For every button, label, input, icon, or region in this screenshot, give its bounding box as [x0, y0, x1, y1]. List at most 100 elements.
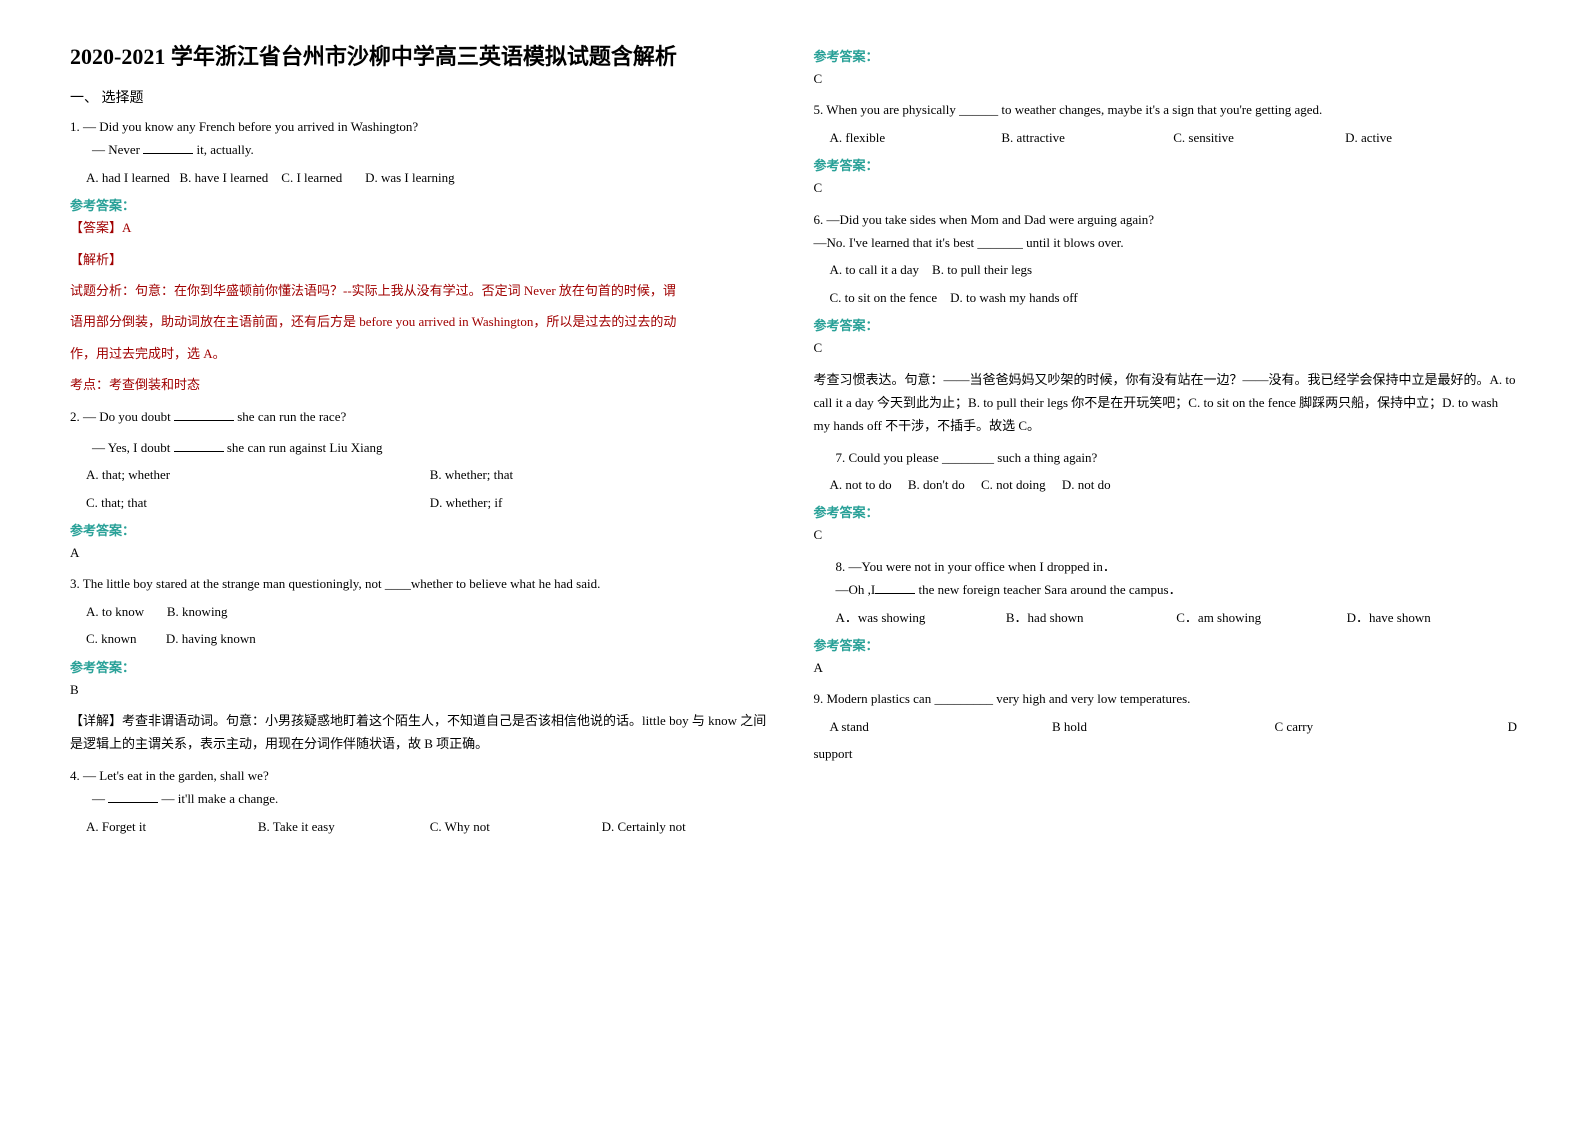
- q2-stem2b: she can run against Liu Xiang: [224, 440, 383, 455]
- question-4: 4. — Let's eat in the garden, shall we? …: [70, 764, 774, 811]
- q2-opt-b: B. whether; that: [430, 463, 774, 486]
- q8-stem-line2b: the new foreign teacher Sara around the …: [915, 582, 1181, 597]
- q6-answer: C: [814, 336, 1518, 359]
- q4-stem-line1: 4. — Let's eat in the garden, shall we?: [70, 764, 774, 787]
- q8-opt-a: A．was showing: [836, 606, 1006, 629]
- q6-stem-line2: —No. I've learned that it's best _______…: [814, 231, 1518, 254]
- q6-options-row1: A. to call it a day B. to pull their leg…: [830, 258, 1518, 281]
- question-9: 9. Modern plastics can _________ very hi…: [814, 687, 1518, 710]
- q1-jiexi-line3: 作，用过去完成时，选 A。: [70, 342, 774, 365]
- q4-opt-a: A. Forget it: [86, 815, 258, 838]
- page: 2020-2021 学年浙江省台州市沙柳中学高三英语模拟试题含解析 一、 选择题…: [0, 0, 1587, 1122]
- blank: [143, 142, 193, 155]
- q8-stem-line1: 8. —You were not in your office when I d…: [836, 555, 1518, 578]
- blank: [174, 439, 224, 452]
- answer-label: 参考答案：: [814, 635, 1518, 654]
- q7-options: A. not to do B. don't do C. not doing D.…: [830, 473, 1518, 496]
- q4-stem-line2a: —: [92, 791, 108, 806]
- q9-opt-d-text: support: [814, 742, 1518, 765]
- q3-opt-b: B. knowing: [167, 604, 228, 619]
- q7-opt-c: C. not doing: [981, 477, 1046, 492]
- q1-jiexi-line2: 语用部分倒装，助动词放在主语前面，还有后方是 before you arrive…: [70, 310, 774, 333]
- question-6: 6. —Did you take sides when Mom and Dad …: [814, 208, 1518, 255]
- q9-opt-a: A stand: [830, 715, 1053, 738]
- q3-options-row1: A. to know B. knowing: [86, 600, 774, 623]
- q1-stem-line1: 1. — Did you know any French before you …: [70, 115, 774, 138]
- q4-stem-line2: — — it'll make a change.: [92, 787, 774, 810]
- question-8: 8. —You were not in your office when I d…: [836, 555, 1518, 602]
- answer-label: 参考答案：: [70, 520, 774, 539]
- q3-jiexi: 【详解】考查非谓语动词。句意：小男孩疑惑地盯着这个陌生人，不知道自己是否该相信他…: [70, 709, 774, 756]
- q2-stem2: — Yes, I doubt she can run against Liu X…: [92, 436, 774, 459]
- q8-opt-b: B．had shown: [1006, 606, 1176, 629]
- q5-opt-d: D. active: [1345, 126, 1517, 149]
- q1-opt-c: C. I learned: [281, 170, 342, 185]
- page-title: 2020-2021 学年浙江省台州市沙柳中学高三英语模拟试题含解析: [70, 40, 774, 73]
- q9-options-row: A stand B hold C carry D: [830, 715, 1518, 738]
- left-column: 2020-2021 学年浙江省台州市沙柳中学高三英语模拟试题含解析 一、 选择题…: [50, 40, 794, 1082]
- q4-opt-c: C. Why not: [430, 815, 602, 838]
- q2-stem1b: she can run the race?: [234, 409, 346, 424]
- q2-stem1a: 2. — Do you doubt: [70, 409, 174, 424]
- q2-opt-a: A. that; whether: [86, 463, 430, 486]
- q8-stem-line2a: —Oh ,I: [836, 582, 876, 597]
- q8-answer: A: [814, 656, 1518, 679]
- q4-opt-b: B. Take it easy: [258, 815, 430, 838]
- q1-opt-d: D. was I learning: [365, 170, 455, 185]
- q3-opt-d: D. having known: [166, 631, 256, 646]
- q4-stem-line2b: — it'll make a change.: [158, 791, 278, 806]
- q3-options-row2: C. known D. having known: [86, 627, 774, 650]
- right-column: 参考答案： C 5. When you are physically _____…: [794, 40, 1538, 1082]
- question-5: 5. When you are physically ______ to wea…: [814, 98, 1518, 121]
- q6-jiexi: 考查习惯表达。句意：——当爸爸妈妈又吵架的时候，你有没有站在一边？——没有。我已…: [814, 368, 1518, 438]
- q6-opt-a: A. to call it a day: [830, 262, 920, 277]
- q7-opt-a: A. not to do: [830, 477, 892, 492]
- q3-opt-c: C. known: [86, 631, 137, 646]
- q4-options: A. Forget it B. Take it easy C. Why not …: [86, 815, 774, 838]
- q6-stem-line1: 6. —Did you take sides when Mom and Dad …: [814, 208, 1518, 231]
- q6-opt-c: C. to sit on the fence: [830, 290, 938, 305]
- q5-opt-c: C. sensitive: [1173, 126, 1345, 149]
- q9-opt-b: B hold: [1052, 715, 1275, 738]
- q1-stem-line2a: — Never: [92, 142, 143, 157]
- q3-answer: B: [70, 678, 774, 701]
- q8-options: A．was showing B．had shown C．am showing D…: [836, 606, 1518, 629]
- q2-stem2a: — Yes, I doubt: [92, 440, 174, 455]
- q8-opt-d: D．have shown: [1347, 606, 1517, 629]
- blank: [174, 408, 234, 421]
- q6-opt-b: B. to pull their legs: [932, 262, 1032, 277]
- q1-jiexi-tag: 【解析】: [70, 248, 774, 271]
- q8-stem-line2: —Oh ,I the new foreign teacher Sara arou…: [836, 578, 1518, 601]
- q7-opt-d: D. not do: [1062, 477, 1111, 492]
- q1-opt-b: B. have I learned: [180, 170, 269, 185]
- q2-opt-d: D. whether; if: [430, 491, 774, 514]
- q1-options: A. had I learned B. have I learned C. I …: [86, 166, 774, 189]
- q6-options-row2: C. to sit on the fence D. to wash my han…: [830, 286, 1518, 309]
- q5-options: A. flexible B. attractive C. sensitive D…: [830, 126, 1518, 149]
- question-7: 7. Could you please ________ such a thin…: [836, 446, 1518, 469]
- answer-label: 参考答案：: [814, 502, 1518, 521]
- q5-opt-a: A. flexible: [830, 126, 1002, 149]
- q5-answer: C: [814, 176, 1518, 199]
- answer-label: 参考答案：: [70, 657, 774, 676]
- section-heading: 一、 选择题: [70, 87, 774, 107]
- q1-answer-tag: 【答案】A: [70, 216, 774, 239]
- q5-opt-b: B. attractive: [1001, 126, 1173, 149]
- q2-opt-c: C. that; that: [86, 491, 430, 514]
- q9-opt-d-letter: D: [1497, 715, 1517, 738]
- answer-label: 参考答案：: [814, 315, 1518, 334]
- q1-opt-a: A. had I learned: [86, 170, 170, 185]
- q6-opt-d: D. to wash my hands off: [950, 290, 1078, 305]
- q2-options-row2: C. that; that D. whether; if: [86, 491, 774, 514]
- q8-opt-c: C．am showing: [1176, 606, 1346, 629]
- q1-jiexi-line1: 试题分析：句意：在你到华盛顿前你懂法语吗？--实际上我从没有学过。否定词 Nev…: [70, 279, 774, 302]
- answer-label: 参考答案：: [814, 46, 1518, 65]
- question-2: 2. — Do you doubt she can run the race?: [70, 405, 774, 428]
- answer-label: 参考答案：: [70, 195, 774, 214]
- q9-opt-c: C carry: [1275, 715, 1498, 738]
- q3-opt-a: A. to know: [86, 604, 144, 619]
- answer-label: 参考答案：: [814, 155, 1518, 174]
- q4-answer: C: [814, 67, 1518, 90]
- q7-answer: C: [814, 523, 1518, 546]
- q1-kaodian: 考点：考查倒装和时态: [70, 373, 774, 396]
